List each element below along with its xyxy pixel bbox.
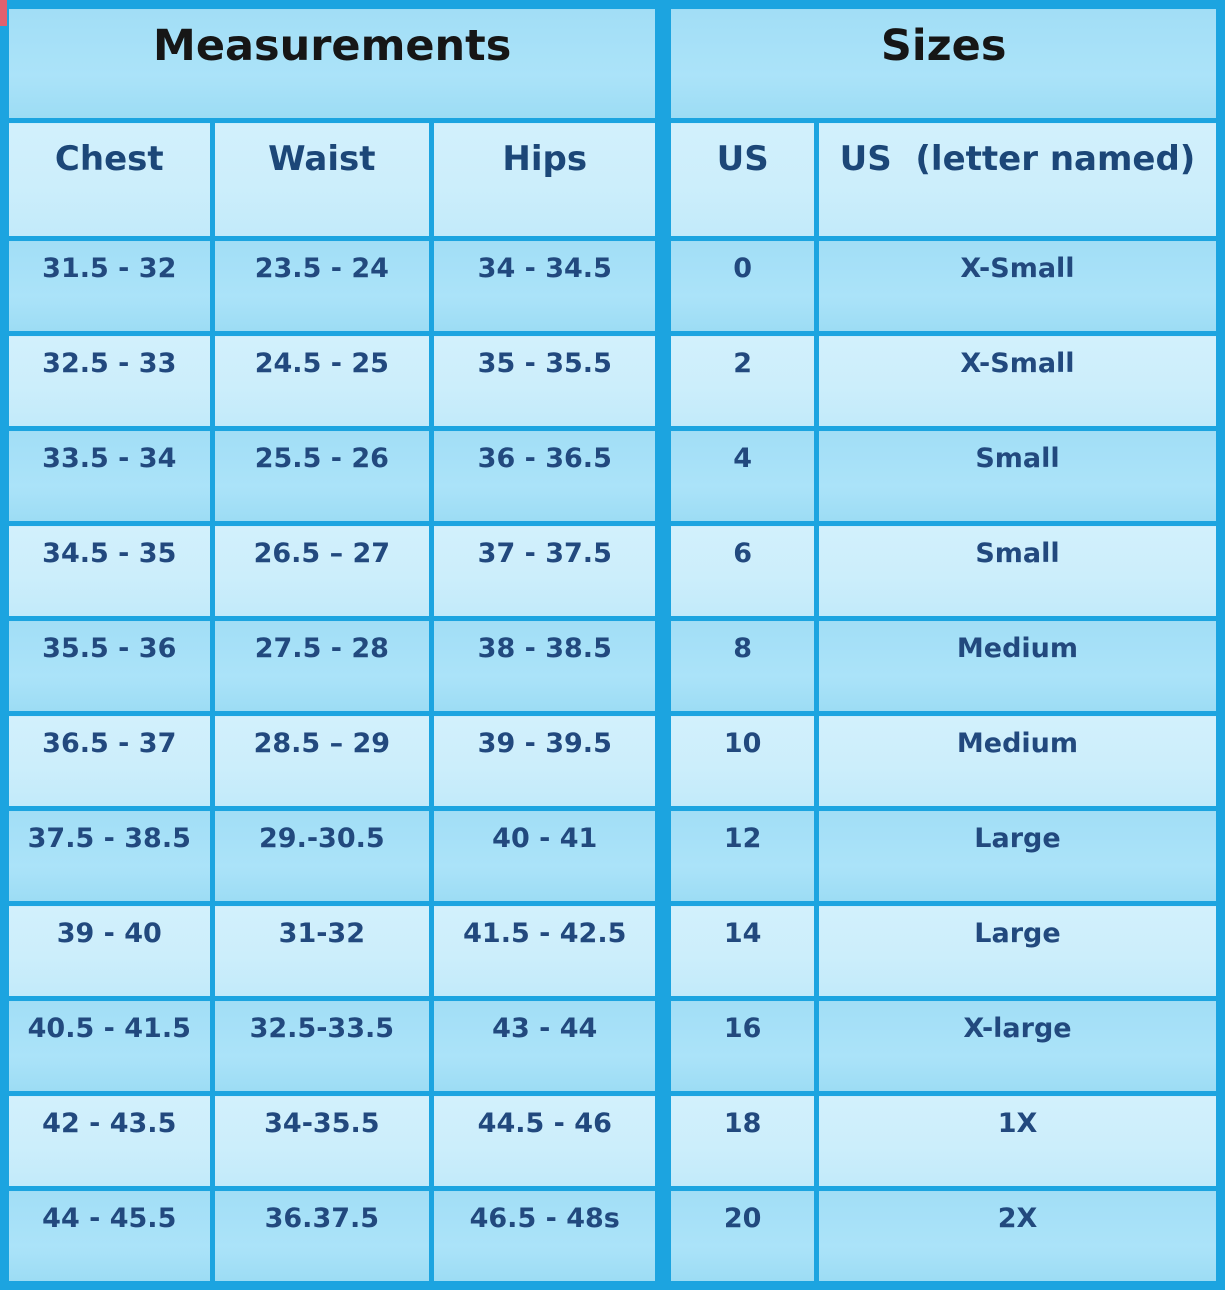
table-row: 34.5 - 35 26.5 – 27 37 - 37.5 6 Small	[2, 521, 1224, 621]
cell-hips: 40 - 41	[429, 806, 666, 906]
cell-us: 0	[655, 236, 819, 336]
table-row: 35.5 - 36 27.5 - 28 38 - 38.5 8 Medium	[2, 616, 1224, 716]
column-header-us: US	[655, 118, 819, 241]
cell-waist: 23.5 - 24	[209, 236, 435, 336]
cell-letter-size: Small	[813, 426, 1224, 526]
cell-chest: 42 - 43.5	[2, 1091, 215, 1191]
cell-us: 14	[655, 901, 819, 1001]
cell-waist: 26.5 – 27	[209, 521, 435, 621]
cell-letter-size: X-large	[813, 996, 1224, 1096]
table-header-groups: Measurements Sizes	[2, 2, 1224, 123]
column-header-waist: Waist	[209, 118, 435, 241]
cell-us: 10	[655, 711, 819, 811]
cell-letter-size: 2X	[813, 1186, 1224, 1288]
table-row: 44 - 45.5 36.37.5 46.5 - 48s 20 2X	[2, 1186, 1224, 1288]
column-header-hips: Hips	[429, 118, 666, 241]
cell-chest: 39 - 40	[2, 901, 215, 1001]
cell-letter-size: 1X	[813, 1091, 1224, 1191]
cell-us: 18	[655, 1091, 819, 1191]
cell-us: 16	[655, 996, 819, 1096]
table-row: 40.5 - 41.5 32.5-33.5 43 - 44 16 X-large	[2, 996, 1224, 1096]
cell-hips: 37 - 37.5	[429, 521, 666, 621]
cell-letter-size: Medium	[813, 616, 1224, 716]
table-row: 36.5 - 37 28.5 – 29 39 - 39.5 10 Medium	[2, 711, 1224, 811]
table-row: 33.5 - 34 25.5 - 26 36 - 36.5 4 Small	[2, 426, 1224, 526]
cell-hips: 44.5 - 46	[429, 1091, 666, 1191]
cell-chest: 32.5 - 33	[2, 331, 215, 431]
cell-waist: 29.-30.5	[209, 806, 435, 906]
sizes-header: Sizes	[655, 2, 1224, 123]
cell-hips: 38 - 38.5	[429, 616, 666, 716]
table-column-headers: Chest Waist Hips US US (letter named)	[2, 118, 1224, 241]
cell-chest: 31.5 - 32	[2, 236, 215, 336]
cell-letter-size: Large	[813, 806, 1224, 906]
cell-letter-size: Large	[813, 901, 1224, 1001]
table-row: 42 - 43.5 34-35.5 44.5 - 46 18 1X	[2, 1091, 1224, 1191]
cell-hips: 41.5 - 42.5	[429, 901, 666, 1001]
cell-letter-size: X-Small	[813, 331, 1224, 431]
cell-us: 20	[655, 1186, 819, 1288]
cell-chest: 35.5 - 36	[2, 616, 215, 716]
cell-hips: 36 - 36.5	[429, 426, 666, 526]
cell-chest: 40.5 - 41.5	[2, 996, 215, 1096]
cell-waist: 25.5 - 26	[209, 426, 435, 526]
cell-us: 2	[655, 331, 819, 431]
measurements-header: Measurements	[2, 2, 666, 123]
cell-us: 12	[655, 806, 819, 906]
cell-waist: 34-35.5	[209, 1091, 435, 1191]
cell-chest: 36.5 - 37	[2, 711, 215, 811]
cell-hips: 39 - 39.5	[429, 711, 666, 811]
cell-us: 6	[655, 521, 819, 621]
column-header-us-letter: US (letter named)	[813, 118, 1224, 241]
table-row: 37.5 - 38.5 29.-30.5 40 - 41 12 Large	[2, 806, 1224, 906]
cell-chest: 33.5 - 34	[2, 426, 215, 526]
cell-hips: 34 - 34.5	[429, 236, 666, 336]
cell-waist: 31-32	[209, 901, 435, 1001]
cell-waist: 36.37.5	[209, 1186, 435, 1288]
cell-chest: 34.5 - 35	[2, 521, 215, 621]
table-row: 39 - 40 31-32 41.5 - 42.5 14 Large	[2, 901, 1224, 1001]
cell-waist: 28.5 – 29	[209, 711, 435, 811]
scan-artifact	[0, 0, 7, 26]
cell-chest: 37.5 - 38.5	[2, 806, 215, 906]
cell-chest: 44 - 45.5	[2, 1186, 215, 1288]
cell-hips: 35 - 35.5	[429, 331, 666, 431]
cell-waist: 32.5-33.5	[209, 996, 435, 1096]
cell-letter-size: Medium	[813, 711, 1224, 811]
cell-hips: 46.5 - 48s	[429, 1186, 666, 1288]
cell-hips: 43 - 44	[429, 996, 666, 1096]
cell-waist: 24.5 - 25	[209, 331, 435, 431]
cell-us: 8	[655, 616, 819, 716]
cell-waist: 27.5 - 28	[209, 616, 435, 716]
cell-letter-size: Small	[813, 521, 1224, 621]
table-row: 31.5 - 32 23.5 - 24 34 - 34.5 0 X-Small	[2, 236, 1224, 336]
table-row: 32.5 - 33 24.5 - 25 35 - 35.5 2 X-Small	[2, 331, 1224, 431]
cell-us: 4	[655, 426, 819, 526]
cell-letter-size: X-Small	[813, 236, 1224, 336]
column-header-chest: Chest	[2, 118, 215, 241]
